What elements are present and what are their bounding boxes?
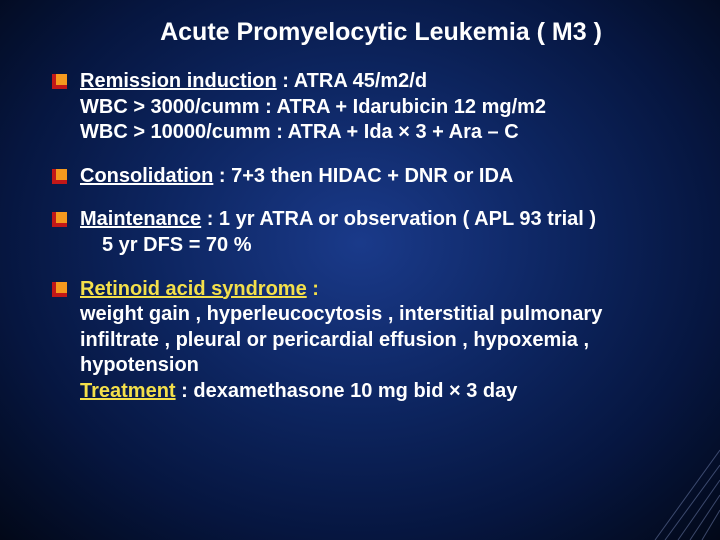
bullet-line: WBC > 3000/cumm : ATRA + Idarubicin 12 m… <box>80 95 680 121</box>
bullet-icon <box>52 212 67 227</box>
bullet-heading: Consolidation <box>80 165 213 187</box>
bullet-heading-line: Retinoid acid syndrome : <box>80 277 680 303</box>
bullet-heading-rest: : ATRA 45/m2/d <box>277 70 427 92</box>
bullet-heading: Retinoid acid syndrome <box>80 278 307 300</box>
bullet-heading-rest: : 7+3 then HIDAC + DNR or IDA <box>213 165 513 187</box>
corner-decoration <box>600 430 720 540</box>
bullet-heading-rest: : 1 yr ATRA or observation ( APL 93 tria… <box>201 208 596 230</box>
bullet-heading: Remission induction <box>80 70 277 92</box>
bullet-line: WBC > 10000/cumm : ATRA + Ida × 3 + Ara … <box>80 120 680 146</box>
bullet-icon <box>52 74 67 89</box>
bullet-line: 5 yr DFS = 70 % <box>80 233 680 259</box>
bullet-heading-line: Remission induction : ATRA 45/m2/d <box>80 69 680 95</box>
slide-container: Acute Promyelocytic Leukemia ( M3 ) Remi… <box>0 0 720 443</box>
bullet-icon <box>52 169 67 184</box>
bullet-treatment-line: Treatment : dexamethasone 10 mg bid × 3 … <box>80 379 680 405</box>
bullet-item: Retinoid acid syndrome : weight gain , h… <box>52 277 680 405</box>
bullet-item: Remission induction : ATRA 45/m2/d WBC >… <box>52 69 680 146</box>
bullet-item: Maintenance : 1 yr ATRA or observation (… <box>52 207 680 258</box>
slide-title: Acute Promyelocytic Leukemia ( M3 ) <box>82 18 680 47</box>
bullet-heading-rest: : <box>307 278 319 300</box>
treatment-label: Treatment <box>80 380 176 402</box>
bullet-item: Consolidation : 7+3 then HIDAC + DNR or … <box>52 164 680 190</box>
bullet-heading: Maintenance <box>80 208 201 230</box>
bullet-icon <box>52 282 67 297</box>
bullet-heading-line: Maintenance : 1 yr ATRA or observation (… <box>80 207 680 233</box>
bullet-heading-line: Consolidation : 7+3 then HIDAC + DNR or … <box>80 164 680 190</box>
treatment-rest: : dexamethasone 10 mg bid × 3 day <box>176 380 518 402</box>
bullet-line: weight gain , hyperleucocytosis , inters… <box>80 302 680 379</box>
